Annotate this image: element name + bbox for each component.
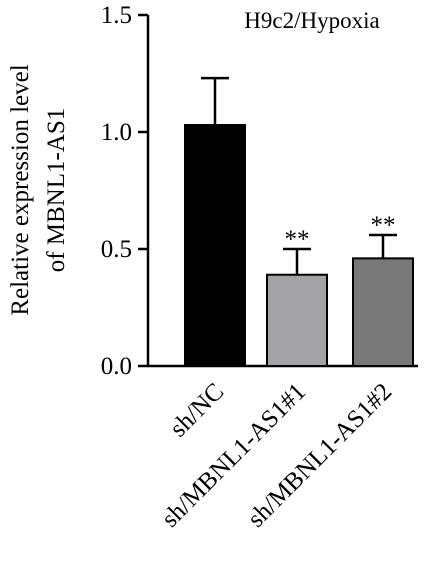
x-category-label: sh/MBNL1-AS1#1: [157, 378, 312, 533]
y-axis-title-line-2: of MBNL1-AS1: [43, 108, 70, 273]
significance-label: **: [285, 226, 310, 253]
y-ticks: 0.0 0.5 1.0 1.5: [101, 2, 148, 380]
significance-label: **: [371, 212, 396, 239]
bar: [184, 123, 246, 368]
error-bar: [201, 76, 229, 125]
bar: [352, 257, 414, 367]
error-bars: [201, 76, 397, 275]
significance-markers: ** **: [285, 212, 396, 253]
y-tick-label: 0.5: [101, 236, 132, 263]
bar: [266, 273, 328, 367]
x-category-label: sh/MBNL1-AS1#2: [243, 378, 398, 533]
y-axis-title-line-1: Relative expression level: [7, 64, 34, 315]
x-category-label: sh/NC: [165, 378, 229, 442]
error-bar: [369, 233, 397, 259]
y-axis-title: Relative expression level of MBNL1-AS1: [7, 64, 70, 315]
y-tick-label: 1.5: [101, 2, 132, 29]
bars: [184, 123, 414, 368]
y-tick-label: 1.0: [101, 119, 132, 146]
y-tick-label: 0.0: [101, 353, 132, 380]
chart-title: H9c2/Hypoxia: [244, 8, 379, 33]
error-bar: [283, 247, 311, 275]
